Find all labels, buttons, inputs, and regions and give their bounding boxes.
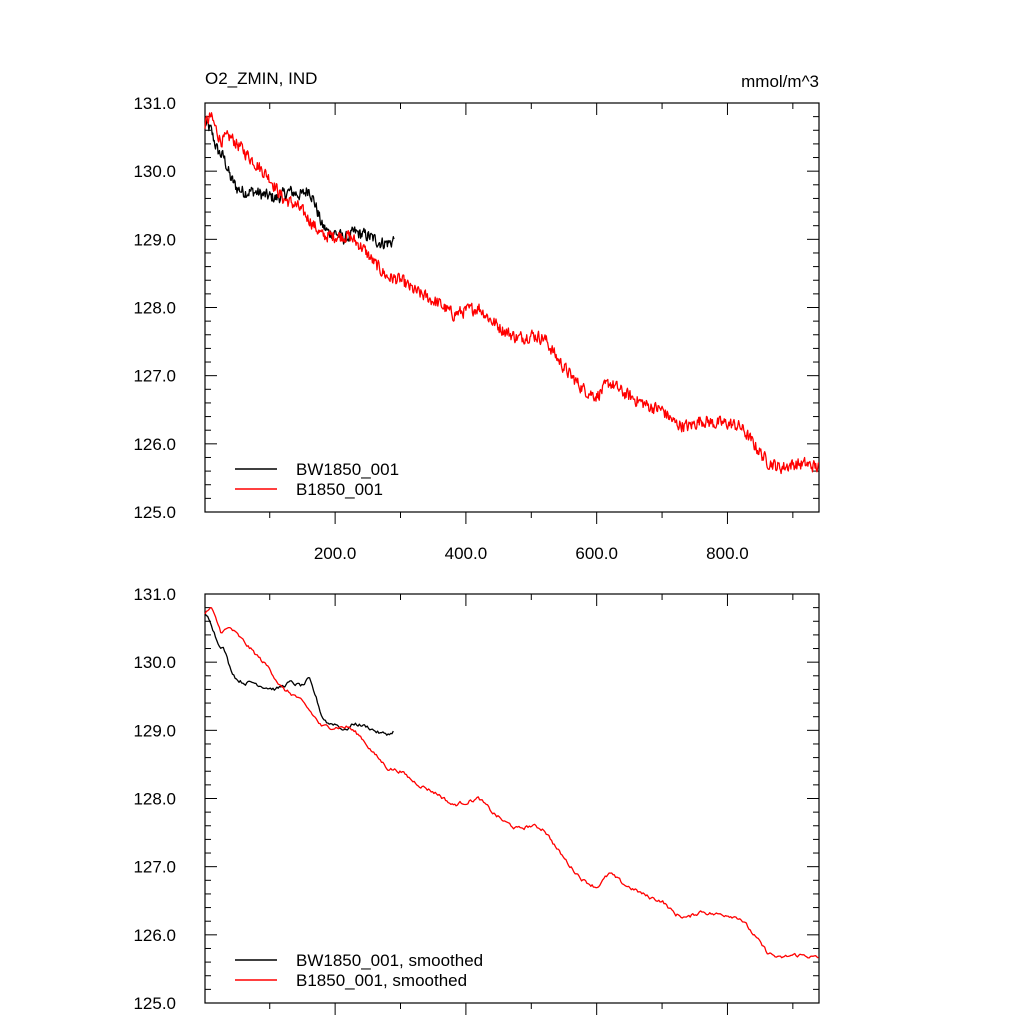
plot-frame bbox=[204, 102, 820, 513]
series-line-1 bbox=[204, 607, 819, 959]
x-tick-label: 400.0 bbox=[445, 544, 488, 563]
y-tick-label: 129.0 bbox=[133, 230, 176, 249]
x-tick-label: 600.0 bbox=[575, 544, 618, 563]
y-tick-label: 130.0 bbox=[133, 162, 176, 181]
axis-ticks: 125.0 126.0 127.0 128.0 129.0 130.0 131.0 bbox=[133, 585, 819, 1015]
x-tick-label: 800.0 bbox=[706, 544, 749, 563]
bottom-panel: 125.0 126.0 127.0 128.0 129.0 130.0 131.0 BW18… bbox=[133, 585, 820, 1015]
units-label: mmol/m^3 bbox=[741, 72, 819, 91]
plot-frame bbox=[204, 593, 820, 1004]
legend-label: BW1850_001, smoothed bbox=[296, 951, 483, 970]
top-panel: O2_ZMIN, IND mmol/m^3 125.0 126.0 127.0 128… bbox=[133, 69, 820, 563]
y-tick-label: 131.0 bbox=[133, 94, 176, 113]
y-tick-label: 128.0 bbox=[133, 790, 176, 809]
series-line-0 bbox=[204, 612, 394, 736]
chart-title: O2_ZMIN, IND bbox=[205, 69, 317, 88]
y-tick-label: 126.0 bbox=[133, 926, 176, 945]
series-line-1 bbox=[204, 112, 820, 475]
y-tick-label: 127.0 bbox=[133, 858, 176, 877]
y-tick-label: 129.0 bbox=[133, 721, 176, 740]
y-tick-label: 128.0 bbox=[133, 299, 176, 318]
y-tick-label: 130.0 bbox=[133, 653, 176, 672]
axis-ticks: 125.0 126.0 127.0 128.0 129.0 130.0 131.0 200.0… bbox=[133, 94, 819, 563]
y-tick-label: 131.0 bbox=[133, 585, 176, 604]
y-tick-label: 125.0 bbox=[133, 994, 176, 1013]
legend-label: B1850_001 bbox=[296, 480, 383, 499]
x-tick-label: 200.0 bbox=[314, 544, 357, 563]
legend-label: BW1850_001 bbox=[296, 460, 399, 479]
series-group bbox=[204, 112, 820, 475]
y-tick-label: 125.0 bbox=[133, 503, 176, 522]
y-tick-label: 126.0 bbox=[133, 435, 176, 454]
series-line-0 bbox=[204, 118, 395, 250]
series-group bbox=[204, 607, 819, 959]
legend-label: B1850_001, smoothed bbox=[296, 971, 467, 990]
y-tick-label: 127.0 bbox=[133, 367, 176, 386]
